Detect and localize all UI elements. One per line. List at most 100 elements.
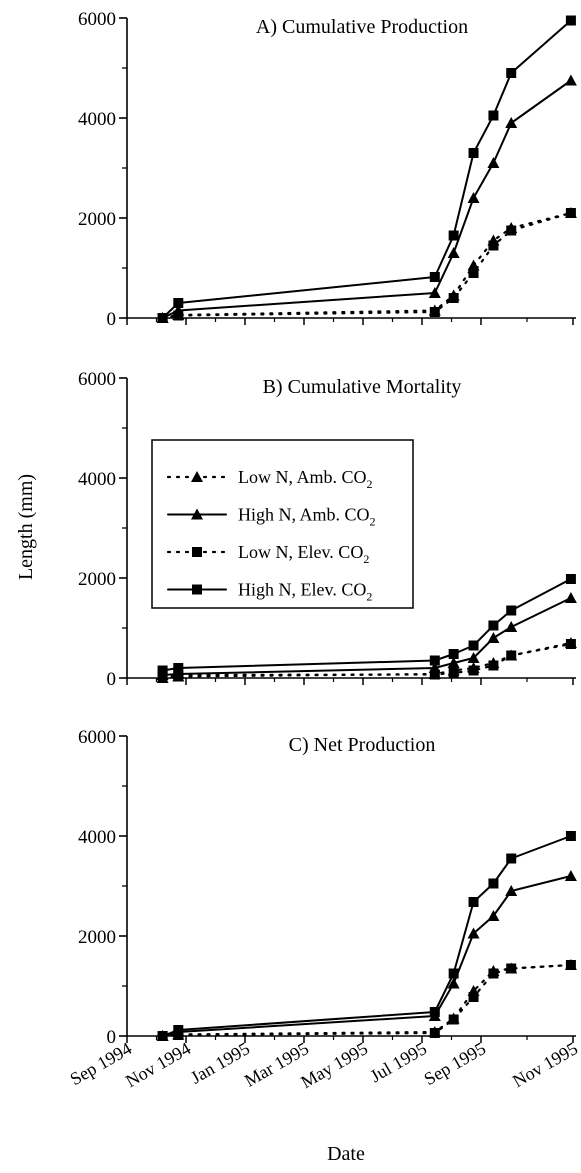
data-point	[173, 663, 184, 673]
y-axis-title: Length (mm)	[15, 474, 37, 580]
data-point	[488, 660, 499, 671]
series-path	[161, 211, 573, 320]
panel-b: 0 2000 4000 6000 B) Cumulative Mortality	[78, 369, 577, 690]
data-point	[429, 272, 440, 282]
y-tick-label: 4000	[78, 109, 116, 130]
data-point	[467, 192, 480, 203]
data-point	[487, 910, 500, 921]
x-tick-label: Sep 1995	[421, 1038, 489, 1089]
data-point	[506, 605, 517, 616]
series-line	[157, 15, 576, 323]
data-point	[448, 1014, 459, 1025]
data-point	[488, 620, 499, 631]
data-point	[448, 293, 459, 303]
data-point	[173, 670, 184, 680]
panel-a: 0 2000 4000 6000 A) Cumulative Production	[78, 9, 577, 330]
panel-title: B) Cumulative Mortality	[263, 376, 462, 398]
data-point	[565, 960, 576, 970]
y-tick-label: 2000	[78, 927, 116, 948]
data-point	[565, 831, 576, 841]
data-point	[505, 621, 518, 632]
data-point	[488, 968, 499, 979]
data-point	[467, 652, 480, 663]
data-point	[488, 878, 499, 889]
x-tick-label: Sep 1994	[67, 1038, 135, 1089]
series-path	[161, 19, 572, 319]
data-point	[429, 1007, 440, 1017]
data-point	[448, 668, 459, 678]
y-tick-label: 0	[107, 1027, 117, 1048]
data-point	[506, 650, 517, 661]
data-point	[506, 963, 517, 974]
data-point	[564, 74, 577, 86]
legend-marker	[192, 584, 202, 595]
series-path	[161, 835, 572, 1037]
series-path	[161, 963, 573, 1038]
y-tick-label: 2000	[78, 569, 116, 590]
x-tick-label: Nov 1994	[122, 1038, 194, 1091]
data-point	[428, 287, 441, 298]
data-point	[505, 117, 518, 128]
y-tick-label: 2000	[78, 209, 116, 230]
y-tick-label: 0	[107, 669, 117, 690]
data-point	[468, 992, 479, 1002]
data-point	[564, 592, 577, 603]
series-path	[161, 963, 573, 1038]
data-point	[488, 240, 499, 251]
data-point	[447, 247, 460, 258]
data-point	[506, 225, 517, 236]
series-line	[157, 208, 576, 323]
data-point	[429, 307, 440, 317]
x-axis-title: Date	[327, 1143, 365, 1165]
data-point	[448, 649, 459, 659]
y-tick-label: 6000	[78, 727, 116, 748]
data-point	[467, 927, 480, 939]
data-point	[448, 968, 459, 979]
data-point	[447, 977, 460, 989]
series-line	[157, 831, 576, 1041]
legend-marker	[192, 547, 202, 557]
x-tick-label: Nov 1995	[509, 1038, 581, 1091]
series-line	[156, 870, 577, 1041]
data-point	[564, 870, 577, 881]
series-line	[156, 74, 577, 323]
legend-box	[151, 439, 414, 609]
data-point	[173, 298, 184, 308]
series-line	[156, 207, 577, 323]
data-point	[505, 885, 518, 896]
data-point	[487, 157, 500, 168]
y-tick-label: 6000	[78, 9, 116, 30]
data-point	[468, 665, 479, 676]
data-point	[468, 897, 479, 907]
y-tick-label: 0	[107, 309, 117, 330]
data-point	[157, 313, 168, 323]
x-tick-label: Jul 1995	[367, 1038, 430, 1086]
data-point	[506, 853, 517, 864]
series-path	[161, 79, 572, 319]
data-point	[565, 639, 576, 649]
x-tick-label: May 1995	[297, 1038, 371, 1092]
data-point	[157, 1031, 168, 1041]
data-point	[565, 15, 576, 26]
legend-marker	[191, 508, 203, 520]
x-tick-label: Jan 1995	[187, 1038, 253, 1088]
data-point	[488, 110, 499, 121]
data-point	[468, 268, 479, 278]
panel-c: 0 2000 4000 6000 C) Net Production	[78, 727, 577, 1048]
panel-title: A) Cumulative Production	[256, 16, 468, 38]
data-point	[173, 310, 184, 321]
data-point	[565, 208, 576, 218]
panels: 0 2000 4000 6000 A) Cumulative Production 0 20…	[78, 9, 577, 1048]
data-point	[468, 640, 479, 651]
data-point	[448, 230, 459, 241]
data-point	[468, 148, 479, 158]
data-point	[506, 68, 517, 78]
y-tick-label: 4000	[78, 469, 116, 490]
series-path	[161, 875, 572, 1037]
data-point	[429, 655, 440, 666]
series-line	[157, 574, 576, 676]
data-point	[429, 1028, 440, 1038]
data-point	[173, 1025, 184, 1035]
